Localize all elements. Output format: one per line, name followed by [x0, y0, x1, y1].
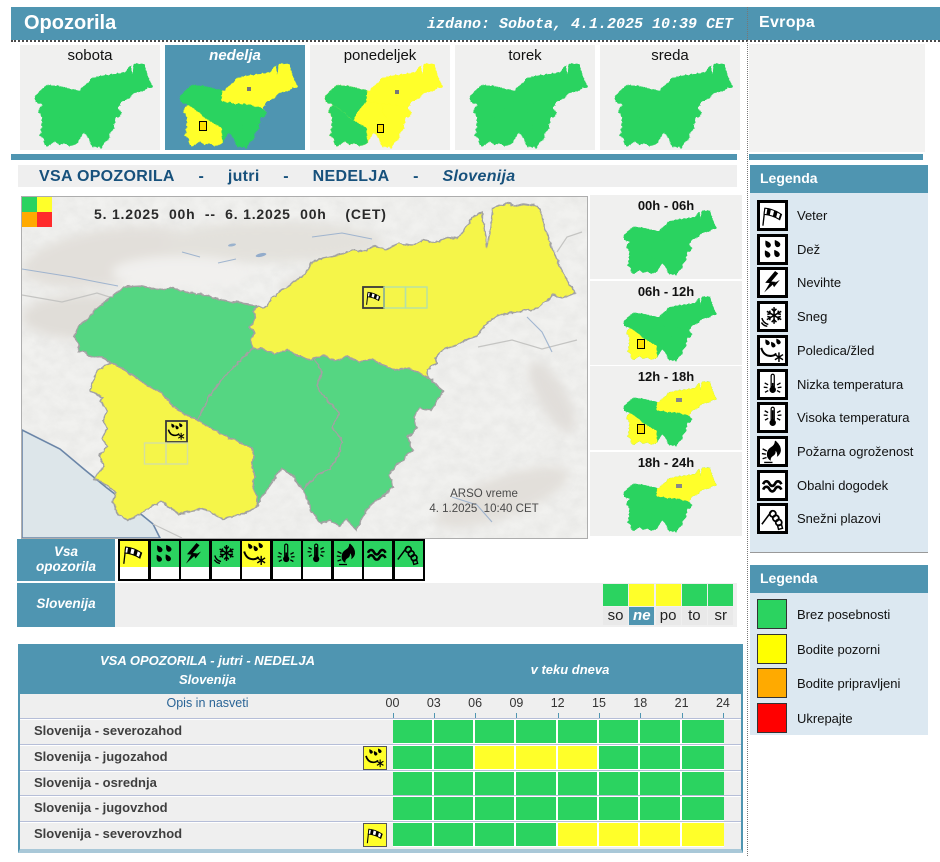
svg-text:ARSO vreme: ARSO vreme	[450, 488, 518, 500]
svg-text:4. 1.2025 10:40 CET: 4. 1.2025 10:40 CET	[429, 503, 538, 515]
svg-text:5. 1.2025 00h -- 6. 1.2025: 5. 1.2025 00h -- 6. 1.2025 00h (CET)	[94, 206, 387, 222]
